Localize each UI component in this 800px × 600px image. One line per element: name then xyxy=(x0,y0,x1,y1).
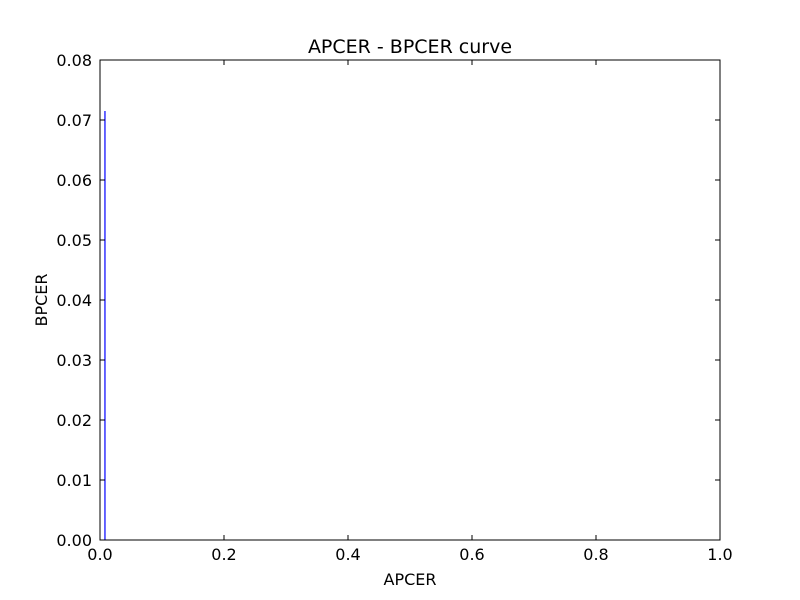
y-tick-label: 0.04 xyxy=(56,291,92,310)
y-tick-label: 0.06 xyxy=(56,171,92,190)
x-axis-label: APCER xyxy=(384,570,437,589)
x-tick-label: 0.2 xyxy=(211,545,236,564)
y-tick-label: 0.01 xyxy=(56,471,92,490)
x-tick-label: 0.6 xyxy=(459,545,484,564)
y-tick-label: 0.02 xyxy=(56,411,92,430)
chart-title: APCER - BPCER curve xyxy=(308,36,512,58)
x-tick-label: 1.0 xyxy=(707,545,732,564)
y-tick-label: 0.00 xyxy=(56,531,92,550)
x-tick-label: 0.8 xyxy=(583,545,608,564)
x-tick-label: 0.4 xyxy=(335,545,360,564)
x-tick-label: 0.0 xyxy=(87,545,112,564)
y-tick-label: 0.03 xyxy=(56,351,92,370)
plot-frame xyxy=(99,59,721,541)
y-axis-label: BPCER xyxy=(32,273,51,326)
y-tick-label: 0.07 xyxy=(56,111,92,130)
y-tick-label: 0.08 xyxy=(56,51,92,70)
y-tick-label: 0.05 xyxy=(56,231,92,250)
y-axis: 0.00 0.01 0.02 0.03 0.04 0.05 0.06 0.07 0.08 xyxy=(56,51,720,550)
x-axis: 0.0 0.2 0.4 0.6 0.8 1.0 xyxy=(87,60,733,564)
